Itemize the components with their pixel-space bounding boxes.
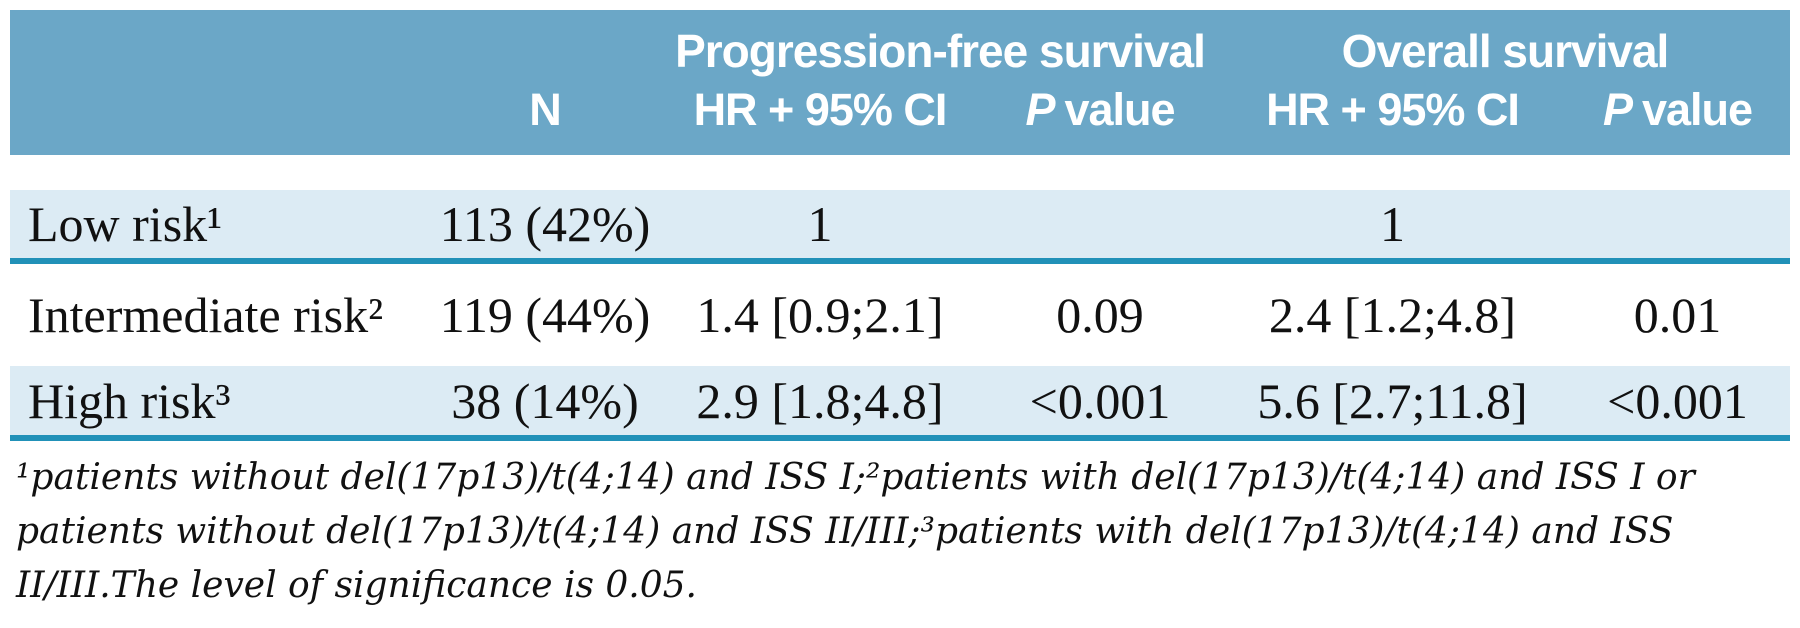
n-cell: 119 (44%) bbox=[439, 287, 651, 343]
n-column-header: N bbox=[529, 84, 562, 135]
pvalue-rest: value bbox=[1641, 84, 1753, 135]
pfs-pvalue-cell: 0.09 bbox=[1056, 287, 1144, 343]
row-label: Low risk¹ bbox=[28, 196, 223, 252]
pfs-group-header: Progression-free survival bbox=[675, 25, 1206, 77]
pfs-pvalue-cell: <0.001 bbox=[1029, 372, 1171, 429]
footnote-line: ¹patients without del(17p13)/t(4;14) and… bbox=[16, 457, 1695, 498]
header-body-gap bbox=[10, 155, 1790, 190]
row-label: Intermediate risk² bbox=[28, 287, 384, 343]
table-row: Low risk¹ 113 (42%) 1 1 bbox=[10, 190, 1790, 264]
footnote-line: II/III.The level of significance is 0.05… bbox=[16, 565, 697, 606]
row-label: High risk³ bbox=[28, 372, 231, 429]
os-group-header: Overall survival bbox=[1341, 25, 1670, 77]
os-pvalue-cell: 0.01 bbox=[1633, 287, 1722, 343]
os-pvalue-column-header: P value bbox=[1565, 74, 1790, 155]
os-hr-column-header: HR + 95% CI bbox=[1266, 84, 1520, 135]
pfs-hr-cell: 1 bbox=[807, 196, 833, 252]
table-row: High risk³ 38 (14%) 2.9 [1.8;4.8] <0.001… bbox=[10, 366, 1790, 441]
n-cell: 38 (14%) bbox=[451, 372, 639, 429]
os-hr-cell: 1 bbox=[1380, 196, 1405, 252]
pvalue-p-italic: P bbox=[1602, 84, 1633, 135]
table-row: Intermediate risk² 119 (44%) 1.4 [0.9;2.… bbox=[10, 264, 1790, 366]
footnote-line: patients without del(17p13)/t(4;14) and … bbox=[16, 511, 1674, 552]
pvalue-rest: value bbox=[1064, 84, 1175, 135]
os-pvalue-cell: <0.001 bbox=[1607, 372, 1748, 429]
pfs-hr-cell: 2.9 [1.8;4.8] bbox=[696, 372, 944, 429]
table-header: Progression-free survival Overall surviv… bbox=[10, 10, 1790, 155]
pfs-hr-column-header: HR + 95% CI bbox=[693, 84, 948, 135]
footnote: ¹patients without del(17p13)/t(4;14) and… bbox=[10, 451, 1790, 613]
os-hr-cell: 2.4 [1.2;4.8] bbox=[1268, 287, 1517, 343]
os-hr-cell: 5.6 [2.7;11.8] bbox=[1257, 372, 1528, 429]
pfs-pvalue-column-header: P value bbox=[980, 74, 1220, 155]
pvalue-p-italic: P bbox=[1025, 84, 1055, 135]
n-cell: 113 (42%) bbox=[439, 196, 651, 252]
pfs-hr-cell: 1.4 [0.9;2.1] bbox=[696, 287, 944, 343]
risk-table: Progression-free survival Overall surviv… bbox=[10, 10, 1790, 613]
